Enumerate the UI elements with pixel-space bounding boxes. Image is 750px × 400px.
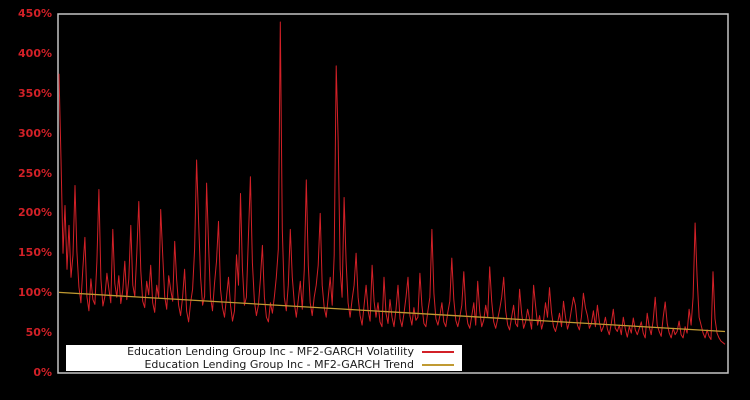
y-axis-tick-label: 200% (18, 206, 52, 220)
legend: Education Lending Group Inc - MF2-GARCH … (66, 345, 462, 371)
y-axis-tick-label: 100% (18, 286, 52, 300)
volatility-line-sample-icon (422, 350, 454, 353)
y-axis-tick-label: 50% (25, 326, 52, 340)
y-axis-tick-label: 450% (18, 7, 52, 20)
y-axis-tick-label: 0% (33, 366, 52, 379)
legend-label-trend: Education Lending Group Inc - MF2-GARCH … (144, 358, 414, 371)
volatility-line (58, 21, 726, 345)
y-axis-tick-label: 300% (18, 126, 52, 140)
plot-border (57, 13, 729, 374)
y-axis-tick-label: 350% (18, 86, 52, 100)
trend-line (58, 291, 726, 333)
legend-item-volatility: Education Lending Group Inc - MF2-GARCH … (66, 345, 454, 358)
y-axis-tick-label: 250% (18, 166, 52, 180)
y-axis-tick-label: 150% (18, 246, 52, 260)
legend-item-trend: Education Lending Group Inc - MF2-GARCH … (66, 358, 454, 371)
trend-line-sample-icon (422, 363, 454, 366)
legend-label-volatility: Education Lending Group Inc - MF2-GARCH … (127, 345, 414, 358)
y-axis-tick-label: 400% (18, 46, 52, 60)
